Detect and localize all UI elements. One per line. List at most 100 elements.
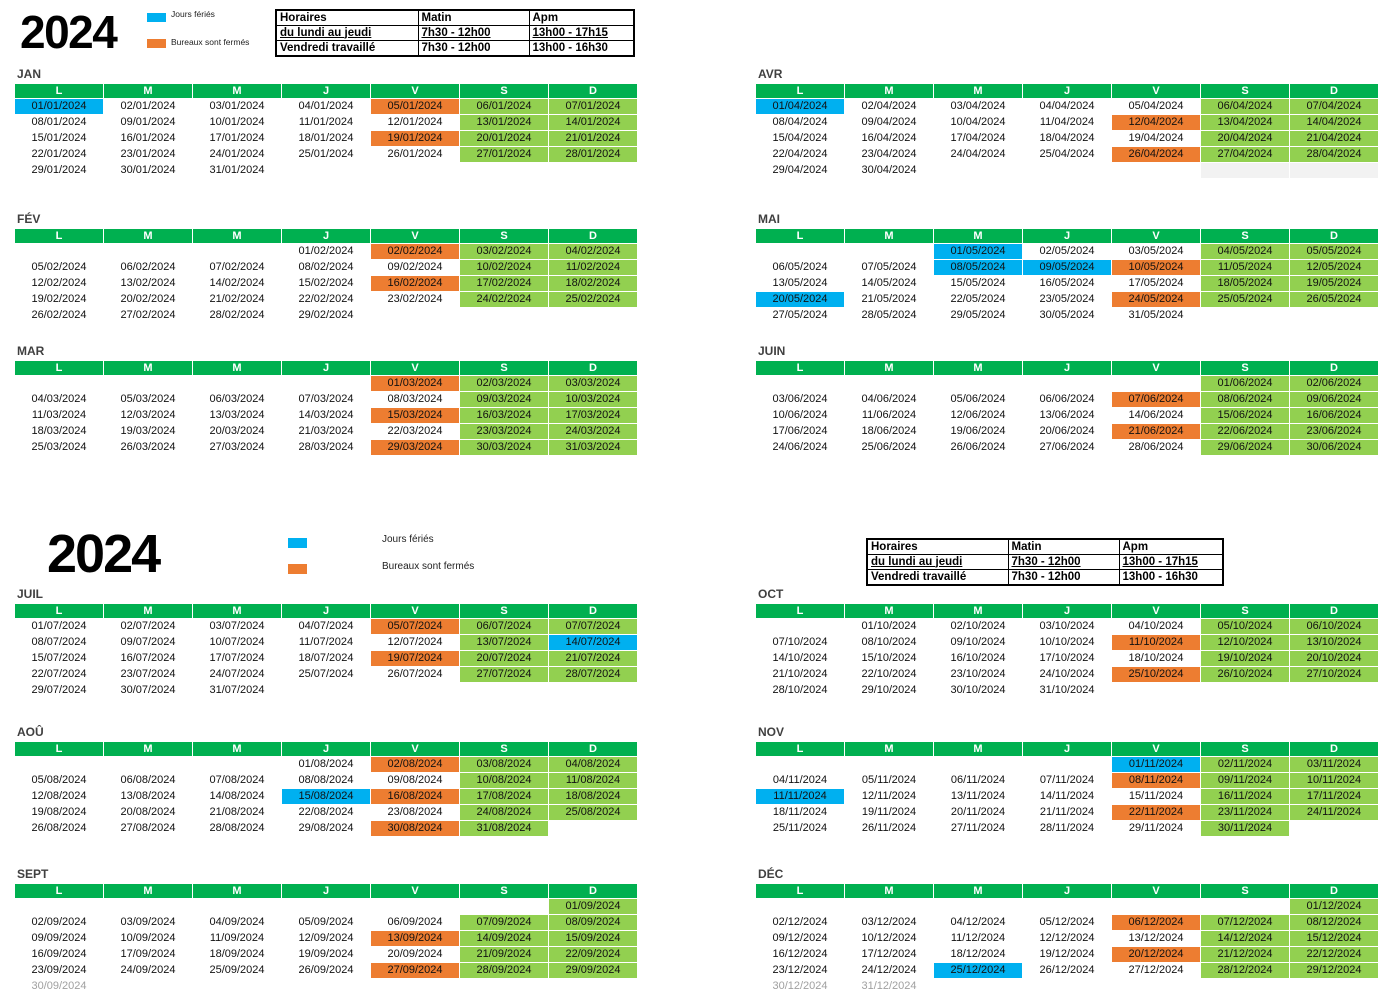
date-cell: 09/11/2024: [1201, 773, 1290, 789]
date-cell: 01/08/2024: [282, 757, 371, 773]
week-row: 01/05/2024 02/05/2024 03/05/2024 04/05/2024…: [756, 244, 1379, 260]
date-cell: 19/12/2024: [1023, 947, 1112, 963]
date-cell: 09/02/2024: [371, 260, 460, 276]
date-cell: 28/06/2024: [1112, 440, 1201, 456]
friday-afternoon: 13h00 - 16h30: [1118, 569, 1224, 586]
empty-cell: [934, 899, 1023, 915]
date-cell: 31/07/2024: [193, 683, 282, 699]
week-row: 23/09/2024 24/09/2024 25/09/2024 26/09/2024…: [15, 963, 638, 979]
date-cell: 21/05/2024: [845, 292, 934, 308]
date-cell: 11/09/2024: [193, 931, 282, 947]
date-cell: 02/04/2024: [845, 99, 934, 115]
week-row: 01/06/2024 02/06/2024: [756, 376, 1379, 392]
date-cell: 21/06/2024: [1112, 424, 1201, 440]
date-cell: 04/03/2024: [15, 392, 104, 408]
month-label: AVR: [758, 67, 783, 81]
empty-cell: [549, 308, 638, 324]
week-row: 29/04/2024 30/04/2024: [756, 163, 1379, 179]
weekday-header: M: [934, 229, 1023, 244]
weekday-header: M: [193, 361, 282, 376]
date-cell: 09/10/2024: [934, 635, 1023, 651]
date-cell: 08/05/2024: [934, 260, 1023, 276]
date-cell: 09/12/2024: [756, 931, 845, 947]
date-cell: 09/05/2024: [1023, 260, 1112, 276]
mon-thu-label: du lundi au jeudi: [275, 25, 419, 41]
date-cell: 12/11/2024: [845, 789, 934, 805]
date-cell: 12/08/2024: [15, 789, 104, 805]
week-row: 29/01/2024 30/01/2024 31/01/2024: [15, 163, 638, 179]
mon-thu-morning: 7h30 - 12h00: [1007, 554, 1120, 570]
date-cell: 15/06/2024: [1201, 408, 1290, 424]
week-row: 11/11/2024 12/11/2024 13/11/2024 14/11/2024…: [756, 789, 1379, 805]
date-cell: 06/10/2024: [1290, 619, 1379, 635]
date-cell: 05/11/2024: [845, 773, 934, 789]
date-cell: 07/02/2024: [193, 260, 282, 276]
date-cell: 21/07/2024: [549, 651, 638, 667]
date-cell: 07/12/2024: [1201, 915, 1290, 931]
date-cell: 25/01/2024: [282, 147, 371, 163]
date-cell: 07/04/2024: [1290, 99, 1379, 115]
weekday-header: V: [1112, 361, 1201, 376]
date-cell: 23/11/2024: [1201, 805, 1290, 821]
date-cell: 22/04/2024: [756, 147, 845, 163]
date-cell: 26/02/2024: [15, 308, 104, 324]
weekday-header: S: [460, 361, 549, 376]
date-cell: 26/03/2024: [104, 440, 193, 456]
weekday-header: J: [282, 229, 371, 244]
week-row: 08/07/2024 09/07/2024 10/07/2024 11/07/2024…: [15, 635, 638, 651]
date-cell: 20/04/2024: [1201, 131, 1290, 147]
weekday-header: S: [460, 84, 549, 99]
empty-cell: [15, 757, 104, 773]
date-cell: 31/03/2024: [549, 440, 638, 456]
date-cell: 23/02/2024: [371, 292, 460, 308]
date-cell: 12/04/2024: [1112, 115, 1201, 131]
month-label: SEPT: [17, 867, 49, 881]
week-row: 16/09/2024 17/09/2024 18/09/2024 19/09/2024…: [15, 947, 638, 963]
month-label: NOV: [758, 725, 785, 739]
weekday-header: M: [193, 884, 282, 899]
closed-legend-label: Bureaux sont fermés: [382, 561, 475, 572]
weekday-header: J: [1023, 742, 1112, 757]
empty-cell: [1201, 683, 1290, 699]
weekday-header: J: [282, 361, 371, 376]
empty-cell: [282, 979, 371, 995]
date-cell: 29/09/2024: [549, 963, 638, 979]
date-cell: 29/12/2024: [1290, 963, 1379, 979]
weekday-header: M: [104, 361, 193, 376]
date-cell: 02/09/2024: [15, 915, 104, 931]
empty-cell: [104, 899, 193, 915]
date-cell: 22/08/2024: [282, 805, 371, 821]
date-cell: 13/01/2024: [460, 115, 549, 131]
date-cell: 23/01/2024: [104, 147, 193, 163]
date-cell: 31/01/2024: [193, 163, 282, 179]
date-cell: 05/03/2024: [104, 392, 193, 408]
weekday-header: L: [756, 361, 845, 376]
hours-title: Horaires: [866, 538, 1009, 555]
date-cell: 06/11/2024: [934, 773, 1023, 789]
date-cell: 10/02/2024: [460, 260, 549, 276]
empty-cell: [282, 376, 371, 392]
weekday-header: V: [371, 84, 460, 99]
date-cell: 01/03/2024: [371, 376, 460, 392]
date-cell: 19/07/2024: [371, 651, 460, 667]
empty-cell: [282, 683, 371, 699]
date-cell: 28/05/2024: [845, 308, 934, 324]
holiday-legend-label: Jours fériés: [171, 9, 215, 19]
date-cell: 10/01/2024: [193, 115, 282, 131]
empty-cell: [1023, 376, 1112, 392]
date-cell: 17/04/2024: [934, 131, 1023, 147]
date-cell: 14/01/2024: [549, 115, 638, 131]
date-cell: 11/12/2024: [934, 931, 1023, 947]
date-cell: 02/06/2024: [1290, 376, 1379, 392]
date-cell: 28/01/2024: [549, 147, 638, 163]
date-cell: 03/04/2024: [934, 99, 1023, 115]
week-row: 05/08/2024 06/08/2024 07/08/2024 08/08/2024…: [15, 773, 638, 789]
week-row: 02/09/2024 03/09/2024 04/09/2024 05/09/2024…: [15, 915, 638, 931]
date-cell: 24/05/2024: [1112, 292, 1201, 308]
empty-cell: [193, 757, 282, 773]
empty-cell: [845, 376, 934, 392]
weekday-header: M: [845, 361, 934, 376]
date-cell: 21/03/2024: [282, 424, 371, 440]
